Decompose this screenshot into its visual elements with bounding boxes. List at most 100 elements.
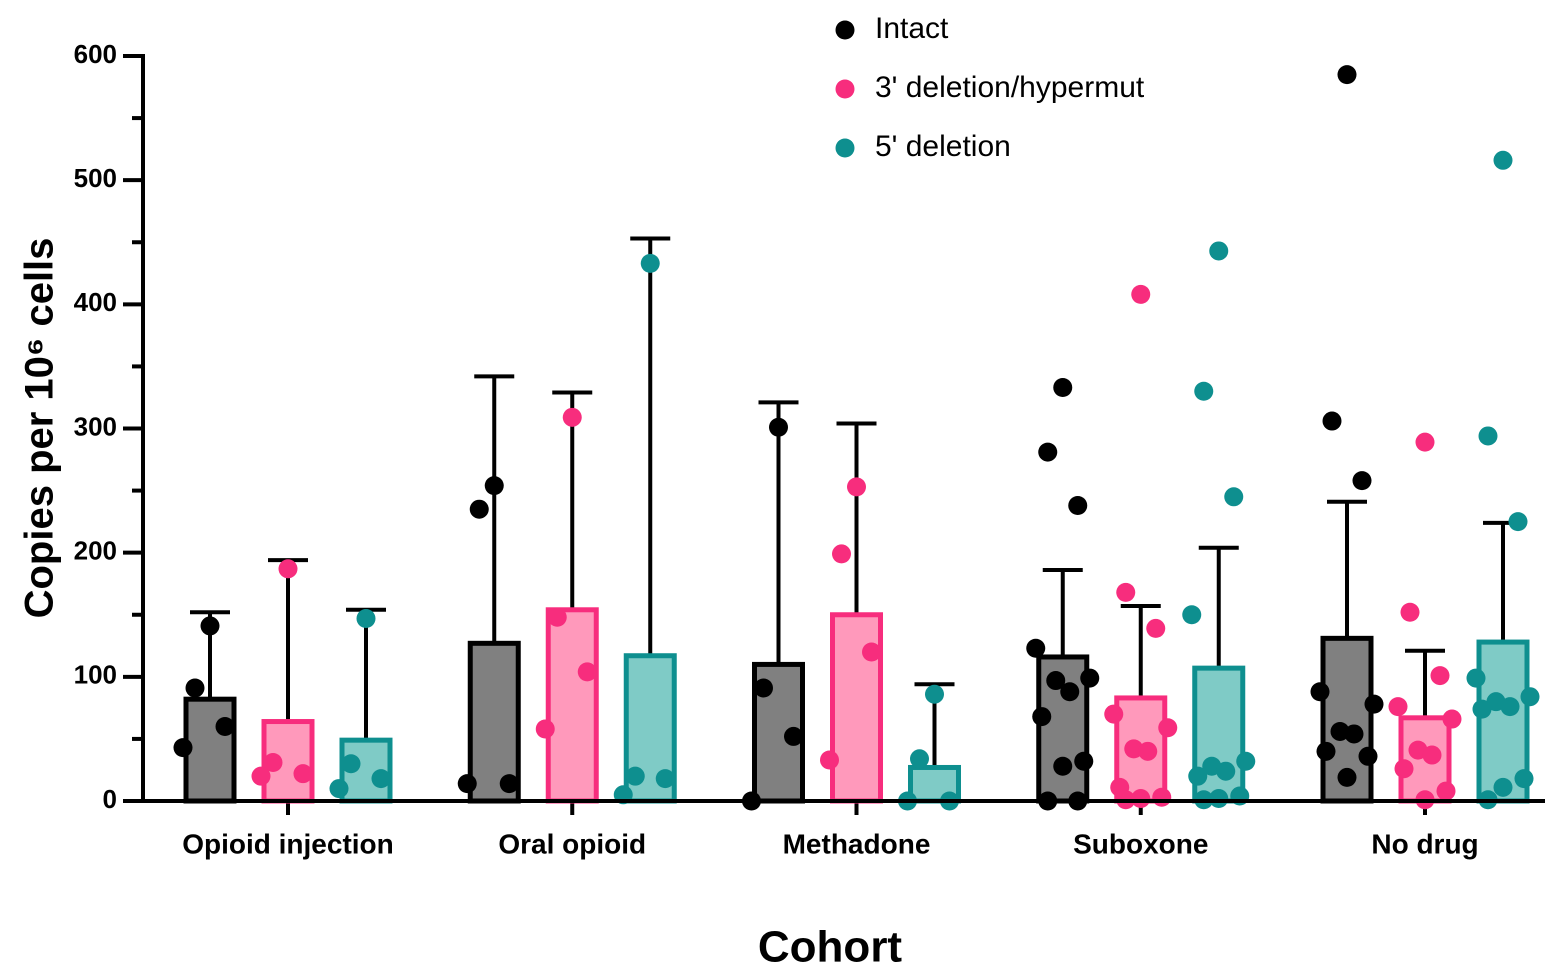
data-point — [577, 662, 597, 682]
data-point — [1104, 704, 1124, 724]
data-point — [1508, 512, 1528, 532]
data-point — [1060, 682, 1080, 702]
legend-marker — [835, 20, 855, 40]
data-point — [1364, 694, 1384, 714]
y-tick-label: 200 — [74, 536, 117, 566]
data-point — [1131, 284, 1151, 304]
data-point — [1209, 789, 1229, 809]
x-tick-label: Oral opioid — [498, 828, 646, 859]
y-tick-label: 100 — [74, 660, 117, 690]
data-point — [173, 738, 193, 758]
data-point — [341, 754, 361, 774]
data-point — [185, 678, 205, 698]
data-point — [1310, 682, 1330, 702]
data-point — [1053, 378, 1073, 398]
data-point — [562, 407, 582, 427]
data-point — [1415, 432, 1435, 452]
data-point — [1394, 759, 1414, 779]
data-point — [1472, 699, 1492, 719]
data-point — [1053, 756, 1073, 776]
data-point — [1224, 487, 1244, 507]
data-point — [784, 726, 803, 746]
legend-marker — [835, 79, 855, 99]
data-point — [547, 607, 567, 627]
data-point — [1493, 150, 1513, 170]
data-point — [1116, 582, 1136, 602]
data-point — [371, 769, 391, 789]
legend-label: Intact — [875, 12, 949, 45]
data-point — [1146, 618, 1166, 638]
data-point — [200, 616, 220, 636]
data-point — [1358, 746, 1378, 766]
y-tick-label: 600 — [74, 39, 117, 69]
data-point — [356, 608, 376, 628]
data-point — [1158, 718, 1178, 738]
data-point — [1046, 671, 1066, 691]
data-point — [1068, 495, 1088, 515]
data-point — [251, 766, 271, 786]
x-tick-label: No drug — [1371, 828, 1478, 859]
data-point — [469, 499, 489, 519]
data-point — [1514, 769, 1534, 789]
data-point — [1352, 471, 1372, 491]
data-point — [1330, 721, 1350, 741]
y-tick-label: 0 — [103, 784, 117, 814]
data-point — [1316, 741, 1336, 761]
data-point — [1209, 241, 1229, 261]
data-point — [293, 764, 313, 784]
data-point — [263, 753, 283, 773]
x-tick-label: Suboxone — [1073, 828, 1208, 859]
data-point — [910, 749, 929, 769]
data-point — [1194, 381, 1214, 401]
data-point — [1131, 789, 1151, 809]
data-point — [1124, 739, 1144, 759]
data-point — [1478, 426, 1498, 446]
data-point — [754, 678, 773, 698]
y-axis-title: Copies per 10⁶ cells — [18, 238, 62, 619]
data-point — [1337, 65, 1357, 85]
data-point — [1080, 668, 1100, 688]
data-point — [1466, 668, 1486, 688]
data-point — [1493, 777, 1513, 797]
x-tick-label: Methadone — [783, 828, 931, 859]
data-point — [535, 719, 555, 739]
data-point — [1236, 751, 1256, 771]
data-point — [1520, 687, 1540, 707]
y-tick-label: 300 — [74, 411, 117, 441]
data-point — [278, 559, 298, 579]
data-point — [769, 417, 788, 437]
bar — [183, 696, 237, 804]
data-point — [847, 477, 866, 497]
data-point — [1074, 751, 1094, 771]
data-point — [1216, 761, 1236, 781]
data-point — [1182, 605, 1202, 625]
data-point — [1322, 411, 1342, 431]
data-point — [1422, 745, 1442, 765]
y-tick-label: 500 — [74, 163, 117, 193]
legend-label: 5' deletion — [875, 130, 1011, 163]
data-point — [1442, 709, 1462, 729]
data-point — [329, 779, 349, 799]
bar — [545, 607, 599, 804]
data-point — [484, 476, 504, 496]
legend-label: 3' deletion/hypermut — [875, 71, 1145, 104]
data-point — [1026, 638, 1046, 658]
data-point — [457, 774, 477, 794]
data-point — [1436, 781, 1456, 801]
data-point — [1388, 697, 1408, 717]
data-point — [499, 774, 519, 794]
data-point — [1152, 787, 1172, 807]
data-point — [1188, 766, 1208, 786]
data-point — [1430, 666, 1450, 686]
legend-marker — [835, 138, 855, 158]
data-point — [625, 766, 645, 786]
x-axis-title: Cohort — [758, 923, 903, 972]
data-point — [1032, 707, 1052, 727]
data-point — [215, 717, 235, 736]
data-point — [862, 642, 881, 662]
x-tick-label: Opioid injection — [182, 828, 394, 859]
data-point — [925, 684, 944, 704]
data-point — [640, 253, 660, 273]
data-point — [1500, 697, 1520, 717]
